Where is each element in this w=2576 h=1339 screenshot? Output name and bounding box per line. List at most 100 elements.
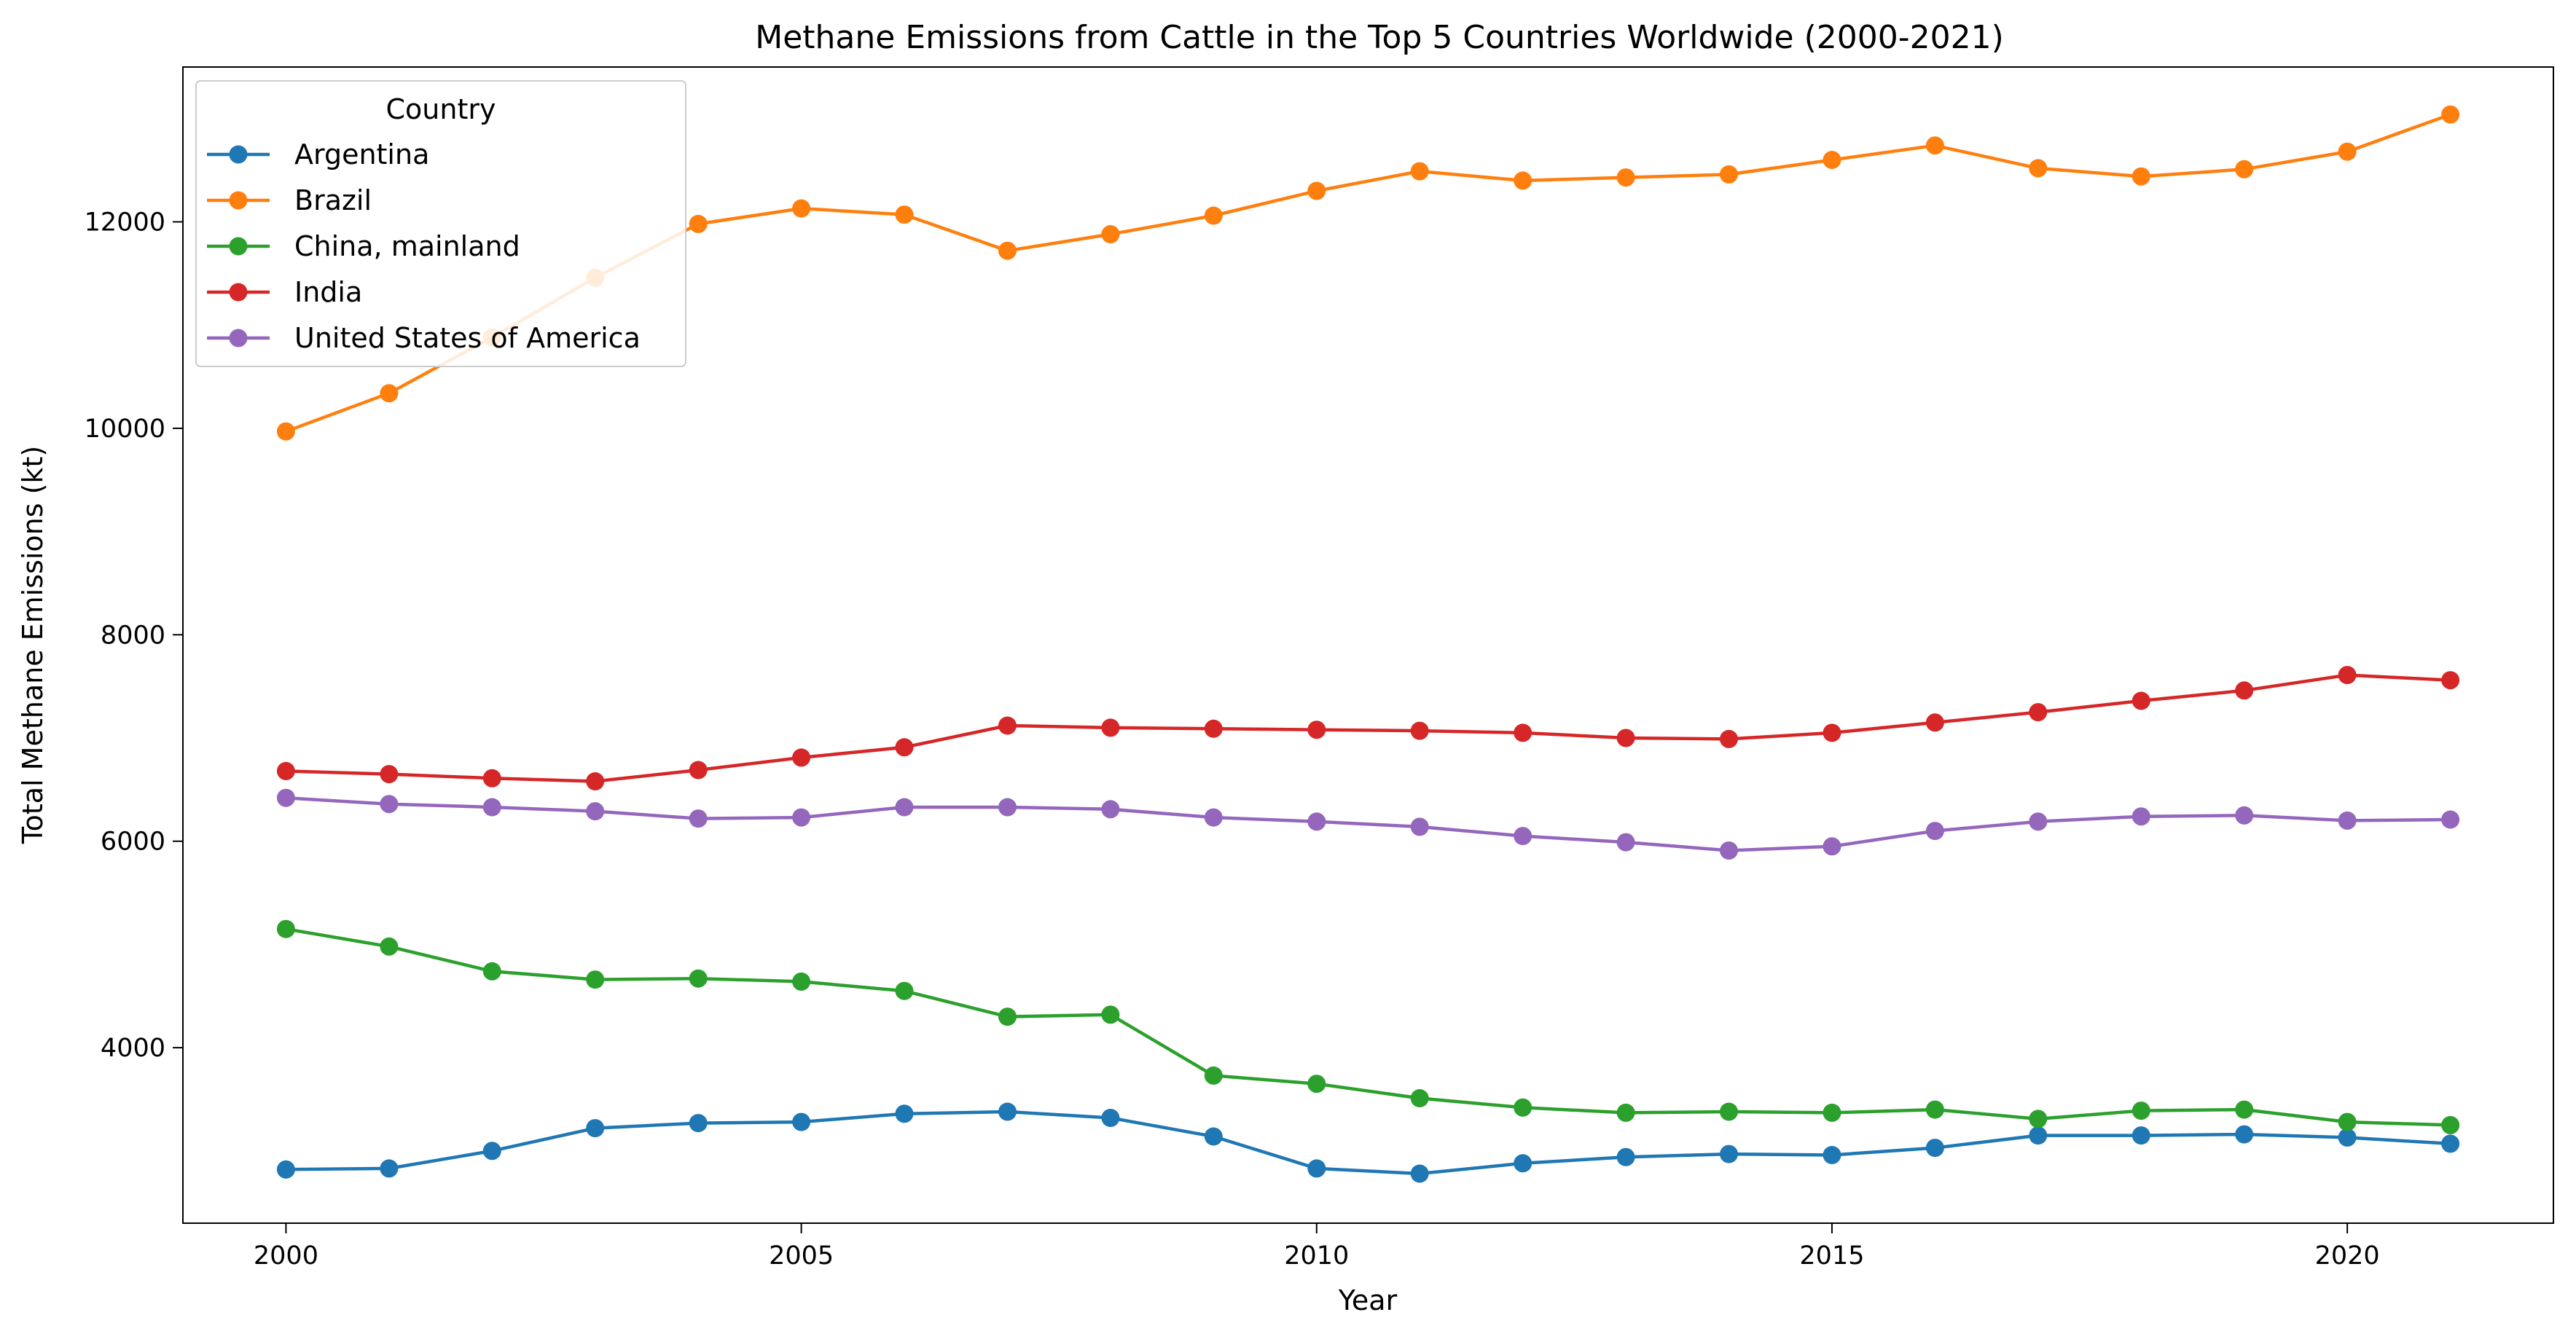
y-tick-label-3: 10000 [85,415,165,444]
series-3-point-1 [380,765,399,784]
series-2-point-10 [1307,1075,1326,1093]
series-3-point-11 [1410,721,1429,740]
series-4-point-9 [1204,808,1223,827]
series-2-point-6 [895,981,914,1000]
series-2-point-5 [792,972,811,991]
series-0-point-16 [1925,1139,1944,1158]
series-4-point-0 [276,788,295,807]
series-4-point-19 [2235,806,2254,825]
chart-title: Methane Emissions from Cattle in the Top… [755,19,2004,56]
legend-swatch-marker-3 [229,283,248,302]
series-4-point-11 [1410,817,1429,836]
series-2-point-14 [1720,1102,1738,1121]
legend-frame [195,80,686,367]
series-3-point-5 [792,748,811,767]
series-2-point-21 [2441,1115,2460,1134]
series-0-point-20 [2338,1128,2357,1147]
series-0-point-1 [380,1159,399,1178]
series-4-point-12 [1514,827,1532,846]
series-4-point-13 [1616,833,1635,852]
series-2-point-18 [2131,1102,2150,1120]
series-1-point-13 [1616,168,1635,187]
series-3-point-20 [2338,666,2357,685]
series-line-4 [286,796,2451,852]
series-line-0 [286,1110,2451,1176]
series-3-point-16 [1925,713,1944,732]
series-2-point-4 [689,969,708,988]
x-axis: 2000 2005 2010 2015 2020 [254,1223,2380,1271]
series-0-point-11 [1410,1164,1429,1183]
series-3-point-4 [689,761,708,780]
series-layer [276,105,2460,1183]
series-4-point-10 [1307,812,1326,831]
series-4-point-16 [1925,822,1944,841]
series-2-point-19 [2235,1100,2254,1119]
series-3-point-2 [482,769,501,788]
series-1-point-1 [380,384,399,403]
series-0-point-10 [1307,1159,1326,1178]
series-2-point-3 [586,970,605,989]
x-axis-label: Year [1338,1284,1398,1316]
series-3-point-19 [2235,681,2254,700]
x-tick-label-0: 2000 [254,1241,318,1271]
series-2-point-7 [998,1008,1017,1026]
series-1-point-18 [2131,167,2150,186]
y-tick-label-1: 6000 [101,828,165,857]
x-tick-label-2: 2010 [1284,1241,1349,1271]
series-2 [276,919,2460,1134]
series-3-point-12 [1514,723,1532,742]
x-tick-label-4: 2020 [2315,1241,2380,1271]
series-3-point-15 [1823,723,1841,742]
series-0-point-19 [2235,1125,2254,1144]
series-3-point-14 [1720,729,1738,748]
series-3-point-17 [2029,703,2048,722]
y-axis-label: Total Methane Emissions (kt) [17,446,49,844]
legend-entry-2: China, mainland [207,230,520,262]
legend-entry-4: United States of America [207,322,641,354]
x-tick-label-3: 2015 [1799,1241,1864,1271]
series-0-point-2 [482,1142,501,1161]
series-0 [276,1102,2460,1183]
series-4-point-18 [2131,807,2150,826]
series-1-point-17 [2029,159,2048,178]
series-2-point-1 [380,937,399,956]
series-1-point-8 [1101,225,1120,243]
series-0-point-8 [1101,1109,1120,1127]
series-4-point-8 [1101,800,1120,819]
series-2-point-2 [482,962,501,981]
series-4-point-6 [895,798,914,817]
legend-label-2: China, mainland [294,230,520,262]
series-0-point-7 [998,1102,1017,1121]
series-1-point-12 [1514,171,1532,190]
series-0-point-15 [1823,1146,1841,1164]
series-1-point-19 [2235,160,2254,178]
legend-label-1: Brazil [294,184,372,216]
legend-swatch-marker-1 [229,191,248,210]
series-4-point-1 [380,795,399,814]
series-2-point-9 [1204,1066,1223,1085]
series-0-point-6 [895,1104,914,1123]
series-2-point-11 [1410,1089,1429,1107]
series-3-point-10 [1307,720,1326,739]
series-4 [276,788,2460,860]
legend-label-0: Argentina [294,138,429,170]
series-1-point-9 [1204,206,1223,225]
series-2-point-20 [2338,1112,2357,1131]
series-1-point-0 [276,422,295,441]
legend-entry-1: Brazil [207,184,372,216]
series-4-point-5 [792,808,811,827]
legend-entry-0: Argentina [207,138,429,170]
series-2-point-8 [1101,1005,1120,1024]
series-2-point-17 [2029,1110,2048,1128]
series-0-point-5 [792,1112,811,1131]
y-tick-label-4: 12000 [85,208,165,237]
legend-label-4: United States of America [294,322,641,354]
series-1-point-16 [1925,136,1944,155]
series-3-point-6 [895,738,914,757]
series-0-point-17 [2029,1126,2048,1145]
series-4-point-21 [2441,810,2460,829]
series-1-point-14 [1720,165,1738,184]
legend-swatch-marker-0 [229,145,248,164]
series-4-point-7 [998,798,1017,817]
